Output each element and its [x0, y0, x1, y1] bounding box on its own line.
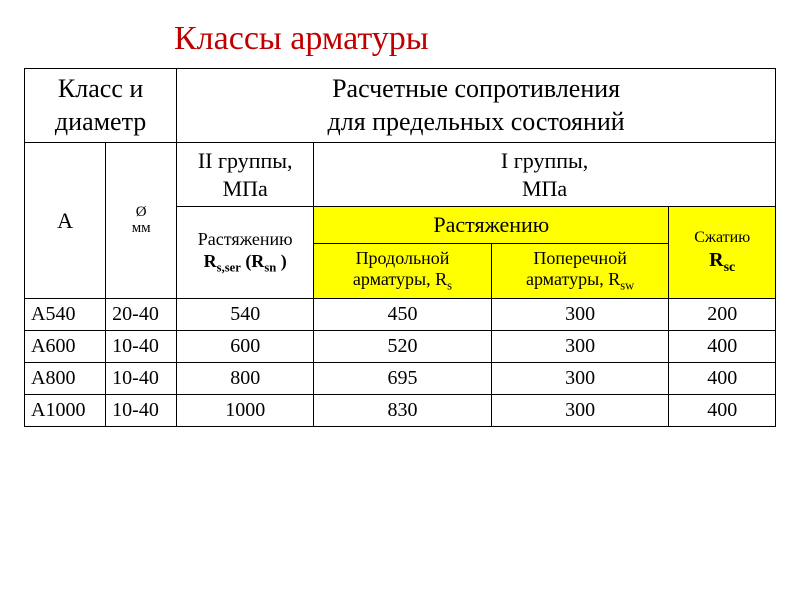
cell-rs: 695: [314, 362, 492, 394]
hdr-tension-group2: Растяжению Rs,ser (Rsn ): [177, 207, 314, 299]
reinforcement-table: Класс и диаметр Расчетные сопротивления …: [24, 68, 776, 427]
cell-rsc: 200: [669, 298, 776, 330]
cell-class: А1000: [25, 394, 106, 426]
hdr-resistances: Расчетные сопротивления для предельных с…: [177, 69, 776, 143]
cell-diameter: 20-40: [106, 298, 177, 330]
hdr-resistances-line1: Расчетные сопротивления: [332, 74, 620, 103]
hdr-transverse: Поперечной арматуры, Rsw: [491, 243, 669, 298]
hdr-tension2-label: Растяжению: [198, 229, 293, 249]
table-row: А540 20-40 540 450 300 200: [25, 298, 776, 330]
hdr-diameter-symbol: Ø: [136, 204, 147, 220]
hdr-long-sub: s: [447, 279, 452, 293]
cell-rser: 800: [177, 362, 314, 394]
hdr-group1-line2: МПа: [522, 176, 567, 201]
hdr-class-diameter: Класс и диаметр: [25, 69, 177, 143]
hdr-resistances-line2: для предельных состояний: [327, 107, 624, 136]
hdr-group2: II группы, МПа: [177, 143, 314, 207]
hdr-longitudinal: Продольной арматуры, Rs: [314, 243, 492, 298]
hdr-trans-sub: sw: [620, 279, 634, 293]
cell-diameter: 10-40: [106, 394, 177, 426]
hdr-diameter-unit: мм: [132, 220, 151, 236]
cell-rsc: 400: [669, 330, 776, 362]
cell-rser: 540: [177, 298, 314, 330]
cell-diameter: 10-40: [106, 362, 177, 394]
hdr-compress-label: Сжатию: [694, 229, 750, 246]
cell-rs: 450: [314, 298, 492, 330]
cell-rs: 830: [314, 394, 492, 426]
cell-rsw: 300: [491, 362, 669, 394]
cell-rs: 520: [314, 330, 492, 362]
cell-diameter: 10-40: [106, 330, 177, 362]
cell-class: А800: [25, 362, 106, 394]
page-title: Классы арматуры: [174, 20, 776, 58]
cell-rser: 1000: [177, 394, 314, 426]
table-row: А600 10-40 600 520 300 400: [25, 330, 776, 362]
slide: Классы арматуры Класс и диаметр Расчетны…: [0, 0, 800, 600]
hdr-compression: Сжатию Rsc: [669, 207, 776, 299]
hdr-col-diameter: Ø мм: [106, 143, 177, 299]
hdr-trans-text: Поперечной арматуры, R: [526, 248, 627, 290]
hdr-col-a: А: [25, 143, 106, 299]
cell-rsw: 300: [491, 394, 669, 426]
hdr-group1-line1: I группы,: [501, 148, 588, 173]
cell-rsc: 400: [669, 362, 776, 394]
cell-rsc: 400: [669, 394, 776, 426]
table-row: А1000 10-40 1000 830 300 400: [25, 394, 776, 426]
hdr-tension2-symbol: Rs,ser (Rsn ): [204, 251, 287, 271]
cell-rsw: 300: [491, 298, 669, 330]
hdr-long-text: Продольной арматуры, R: [353, 248, 450, 290]
cell-class: А540: [25, 298, 106, 330]
cell-rsw: 300: [491, 330, 669, 362]
hdr-class-diameter-text: Класс и диаметр: [55, 74, 146, 136]
cell-rser: 600: [177, 330, 314, 362]
cell-class: А600: [25, 330, 106, 362]
table-row: А800 10-40 800 695 300 400: [25, 362, 776, 394]
hdr-tension-group1: Растяжению: [314, 207, 669, 244]
hdr-compress-symbol: Rsc: [709, 249, 735, 271]
hdr-group1: I группы, МПа: [314, 143, 776, 207]
